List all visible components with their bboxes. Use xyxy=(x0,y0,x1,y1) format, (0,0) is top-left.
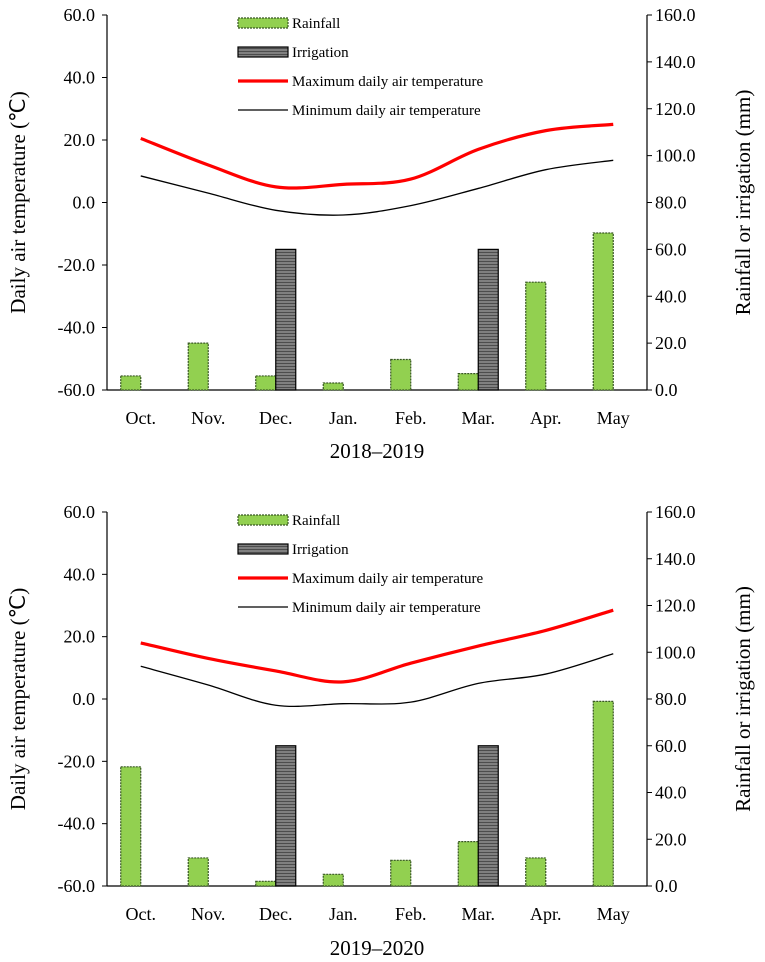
right-tick-label: 40.0 xyxy=(655,286,687,306)
left-axis-title: Daily air temperature (℃) xyxy=(6,91,30,313)
chart-panel-1: -60.0 -40.0 -20.0 0.0 20.0 40.0 60.0 0.0 20.0 40.… xyxy=(6,5,755,463)
left-tick-label: -40.0 xyxy=(58,318,96,338)
left-tick-label: 60.0 xyxy=(64,5,96,25)
right-tick-label: 60.0 xyxy=(655,736,687,756)
legend-tmin-label: Minimum daily air temperature xyxy=(292,600,481,616)
rainfall-bar xyxy=(322,873,344,887)
left-tick-label: 20.0 xyxy=(64,130,96,150)
right-tick-label: 20.0 xyxy=(655,333,687,353)
rainfall-bar xyxy=(457,372,479,391)
legend-rainfall-label: Rainfall xyxy=(292,513,340,529)
right-tick-label: 140.0 xyxy=(655,52,696,72)
right-tick-label: 100.0 xyxy=(655,146,696,166)
rainfall-bar xyxy=(255,880,277,887)
x-tick-label: Feb. xyxy=(395,408,427,428)
left-tick-label: 20.0 xyxy=(64,627,96,647)
right-tick-label: 40.0 xyxy=(655,783,687,803)
right-tick-label: 120.0 xyxy=(655,596,696,616)
legend-tmax-label: Maximum daily air temperature xyxy=(292,571,484,587)
legend-irrigation-swatch xyxy=(237,543,289,555)
right-tick-label: 60.0 xyxy=(655,239,687,259)
tmax-line xyxy=(140,608,614,684)
rainfall-bar xyxy=(525,857,547,887)
left-tick-label: 0.0 xyxy=(73,193,96,213)
left-tick-label: 40.0 xyxy=(64,564,96,584)
x-tick-label: Oct. xyxy=(126,904,157,924)
left-tick-label: 40.0 xyxy=(64,68,96,88)
right-tick-label: 160.0 xyxy=(655,5,696,25)
legend-irrigation-label: Irrigation xyxy=(292,542,349,558)
right-tick-label: 80.0 xyxy=(655,193,687,213)
left-tick-label: -60.0 xyxy=(58,876,96,896)
irrigation-bar xyxy=(477,248,499,391)
x-tick-label: Jan. xyxy=(329,408,358,428)
rainfall-bar xyxy=(390,859,412,887)
x-tick-label: Feb. xyxy=(395,904,427,924)
right-tick-label: 120.0 xyxy=(655,99,696,119)
legend-rainfall-swatch xyxy=(237,514,289,526)
left-tick-label: -20.0 xyxy=(58,255,96,275)
left-tick-label: -40.0 xyxy=(58,814,96,834)
rainfall-bar xyxy=(525,281,547,391)
x-tick-label: Mar. xyxy=(462,408,496,428)
legend-irrigation-label: Irrigation xyxy=(292,45,349,61)
tmin-line xyxy=(140,653,614,708)
tmin-line xyxy=(140,159,614,216)
x-tick-label: Nov. xyxy=(191,408,225,428)
rainfall-bar xyxy=(457,840,479,887)
legend-tmin-label: Minimum daily air temperature xyxy=(292,103,481,119)
x-tick-label: May xyxy=(597,408,630,428)
rainfall-bar xyxy=(187,342,209,391)
rainfall-bar xyxy=(187,857,209,887)
rainfall-bar xyxy=(592,700,614,887)
x-tick-label: Dec. xyxy=(259,904,292,924)
x-tick-label: May xyxy=(597,904,630,924)
rainfall-bar xyxy=(120,766,142,887)
x-tick-label: Nov. xyxy=(191,904,225,924)
rainfall-bar xyxy=(255,375,277,391)
x-tick-label: Mar. xyxy=(462,904,496,924)
right-tick-label: 160.0 xyxy=(655,502,696,522)
left-tick-label: 0.0 xyxy=(73,689,96,709)
right-tick-label: 100.0 xyxy=(655,642,696,662)
rainfall-bar xyxy=(120,375,142,391)
x-tick-label: Jan. xyxy=(329,904,358,924)
irrigation-bar xyxy=(275,745,297,887)
x-tick-label: Apr. xyxy=(530,904,562,924)
x-tick-label: Oct. xyxy=(126,408,157,428)
right-tick-label: 80.0 xyxy=(655,689,687,709)
left-tick-label: 60.0 xyxy=(64,502,96,522)
right-axis-title: Rainfall or irrigation (mm) xyxy=(731,90,755,316)
left-tick-label: -20.0 xyxy=(58,751,96,771)
panel-subtitle: 2019–2020 xyxy=(330,936,425,960)
right-tick-label: 0.0 xyxy=(655,876,678,896)
legend-rainfall-swatch xyxy=(237,17,289,29)
left-axis-title: Daily air temperature (℃) xyxy=(6,588,30,810)
legend-tmax-label: Maximum daily air temperature xyxy=(292,74,484,90)
x-tick-label: Dec. xyxy=(259,408,292,428)
right-tick-label: 140.0 xyxy=(655,549,696,569)
chart-panel-2: -60.0 -40.0 -20.0 0.0 20.0 40.0 60.0 0.0 20.0 40.… xyxy=(6,502,755,960)
irrigation-bar xyxy=(275,248,297,391)
x-tick-label: Apr. xyxy=(530,408,562,428)
legend-rainfall-label: Rainfall xyxy=(292,16,340,32)
legend-irrigation-swatch xyxy=(237,46,289,58)
right-axis-title: Rainfall or irrigation (mm) xyxy=(731,586,755,812)
panel-subtitle: 2018–2019 xyxy=(330,439,425,463)
right-tick-label: 20.0 xyxy=(655,829,687,849)
rainfall-bar xyxy=(322,382,344,391)
rainfall-bar xyxy=(592,232,614,391)
rainfall-bar xyxy=(390,358,412,391)
irrigation-bar xyxy=(477,745,499,887)
left-tick-label: -60.0 xyxy=(58,380,96,400)
tmax-line xyxy=(140,122,614,190)
right-tick-label: 0.0 xyxy=(655,380,678,400)
